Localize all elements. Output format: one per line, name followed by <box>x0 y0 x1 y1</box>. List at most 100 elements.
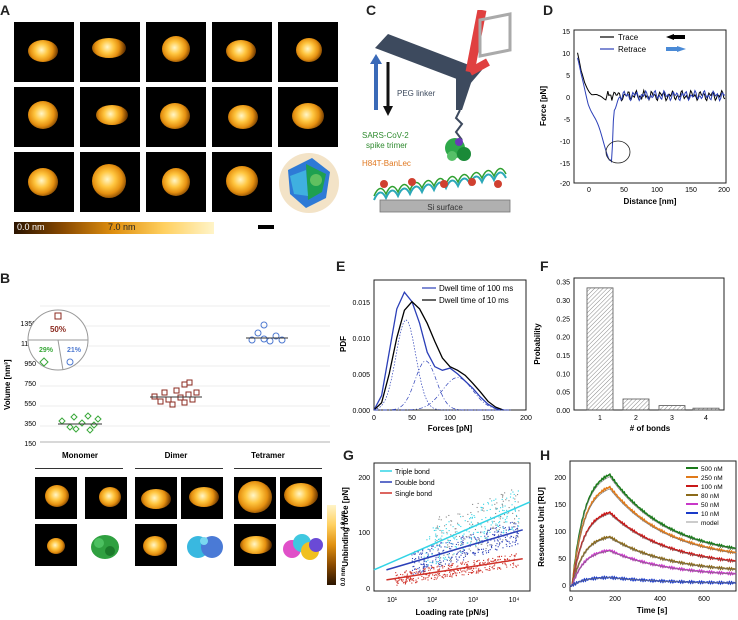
y-tick-950: 950 <box>24 361 36 368</box>
spike-protein-model <box>279 153 339 213</box>
spike-label-1: SARS-CoV-2 <box>362 131 409 140</box>
y-tick-150: 150 <box>24 441 36 448</box>
b-colorbar-labels: 4.0 nm 0.0 nm <box>341 511 347 586</box>
f-y-tick: 0.25 <box>556 316 570 323</box>
panel-h-spr-sensorgram: 0 50 100 150 200 0 200 400 600 Time [s] … <box>537 460 737 615</box>
h-x-tick-400: 400 <box>654 596 666 603</box>
h-model-curve <box>570 537 737 586</box>
h-xlabel: Time [s] <box>637 606 668 615</box>
spike-label-2: spike trimer <box>366 141 408 150</box>
g-fit-line <box>386 529 523 571</box>
g-ylabel: Unbinding force [pN] <box>341 487 350 567</box>
b-afm-image <box>181 477 223 519</box>
e-y-tick-3: 0.015 <box>352 300 370 307</box>
photodetector <box>478 12 512 58</box>
f-y-tick: 0.30 <box>556 298 570 305</box>
d-xlabel: Distance [nm] <box>624 197 677 206</box>
b-colorbar-min: 0.0 nm <box>341 567 347 586</box>
b-colorbar-max: 4.0 nm <box>341 511 347 530</box>
h-legend-item: 50 nM <box>701 502 719 509</box>
e-ylabel: PDF <box>339 336 348 352</box>
f-bar-1 <box>586 287 614 411</box>
e-x-tick-50: 50 <box>408 415 416 422</box>
f-y-tick: 0.20 <box>556 335 570 342</box>
d-series-retrace <box>577 57 726 163</box>
e-x-tick-200: 200 <box>520 415 532 422</box>
d-legend-trace: Trace <box>618 33 639 42</box>
d-x-tick-100: 100 <box>651 187 663 194</box>
b-afm-image <box>35 524 77 566</box>
h-legend-item: 10 nM <box>701 511 719 518</box>
d-x-tick-200: 200 <box>718 187 730 194</box>
monomer-model <box>91 535 119 559</box>
g-fit-line <box>373 501 531 571</box>
afm-tile <box>14 87 74 147</box>
scale-bar <box>258 225 274 229</box>
y-tick-350: 350 <box>24 421 36 428</box>
g-y-tick-0: 0 <box>366 586 370 593</box>
tetramer-points <box>248 321 286 345</box>
afm-tile <box>146 22 206 82</box>
category-monomer: Monomer <box>62 451 98 460</box>
g-legend: Triple bond Double bond Single bond <box>380 469 435 498</box>
d-series-trace <box>577 52 726 102</box>
b-colorbar <box>327 505 336 585</box>
colorbar-min-label: 0.0 nm <box>17 222 45 232</box>
panel-c-schematic: PEG linker SARS-CoV-2 spike trimer H84T-… <box>362 10 512 213</box>
g-y-tick-100: 100 <box>358 530 370 537</box>
volume-gridlines <box>40 305 330 443</box>
panel-d-force-curve: 15 10 5 0 -5 -10 -15 -20 0 50 100 150 20… <box>539 29 730 206</box>
h-legend-item: 100 nM <box>701 484 723 491</box>
e-x-tick-150: 150 <box>482 415 494 422</box>
e-y-tick-1: 0.005 <box>352 372 370 379</box>
tetramer-model <box>283 534 323 560</box>
h-y-tick-0: 0 <box>562 583 566 590</box>
cantilever <box>375 34 482 84</box>
afm-tile <box>146 152 206 212</box>
g-fit-line <box>386 557 523 581</box>
f-xlabel: # of bonds <box>630 424 671 433</box>
panel-e-pdf-chart: 0.000 0.005 0.010 0.015 0 50 100 150 200… <box>339 279 532 433</box>
y-tick-750: 750 <box>24 381 36 388</box>
e-xlabel: Forces [pN] <box>428 424 473 433</box>
f-x-tick-4: 4 <box>704 415 708 422</box>
e-legend: Dwell time of 100 ms Dwell time of 10 ms <box>422 284 513 305</box>
panel-b-volume-plot: 1350 1150 950 750 550 350 150 Volume [nm… <box>3 305 330 460</box>
banlec-label: H84T-BanLec <box>362 159 411 168</box>
e-x-tick-100: 100 <box>444 415 456 422</box>
d-y-tick-m5: -5 <box>564 117 570 124</box>
h-y-tick-50: 50 <box>558 556 566 563</box>
panel-label-f: F <box>540 258 549 274</box>
d-y-tick-m15: -15 <box>560 161 570 168</box>
afm-tile <box>278 87 338 147</box>
g-xlabel: Loading rate [pN/s] <box>416 608 489 617</box>
e-gaussian-component <box>373 319 511 411</box>
e-y-tick-0: 0.000 <box>352 408 370 415</box>
f-y-tick: 0.15 <box>556 353 570 360</box>
afm-tile <box>146 87 206 147</box>
g-legend-double: Double bond <box>395 480 435 487</box>
spike-trimer <box>445 138 471 161</box>
pie-chart: 50% 29% 21% <box>27 309 89 371</box>
e-legend-10ms: Dwell time of 10 ms <box>439 296 509 305</box>
d-x-tick-150: 150 <box>685 187 697 194</box>
g-y-tick-200: 200 <box>358 475 370 482</box>
category-dimer: Dimer <box>165 451 188 460</box>
panel-label-c: C <box>366 2 377 18</box>
e-gaussian-component <box>374 377 511 411</box>
f-bar-2 <box>622 398 650 411</box>
e-y-tick-2: 0.010 <box>352 336 370 343</box>
colorbar-max-label: 7.0 nm <box>108 222 136 232</box>
b-afm-image <box>280 477 322 519</box>
b-afm-image <box>135 477 177 519</box>
g-scatter-cloud <box>436 489 520 565</box>
h-model-curve <box>570 550 737 586</box>
h-legend-item: 500 nM <box>701 466 723 473</box>
panel-label-h: H <box>540 447 551 463</box>
b-afm-image <box>85 477 127 519</box>
g-x-tick-2: 10² <box>427 597 438 604</box>
d-y-tick-0: 0 <box>566 95 570 102</box>
h-legend-item: 250 nM <box>701 475 723 482</box>
afm-tile <box>80 87 140 147</box>
panel-label-b: B <box>0 270 11 286</box>
